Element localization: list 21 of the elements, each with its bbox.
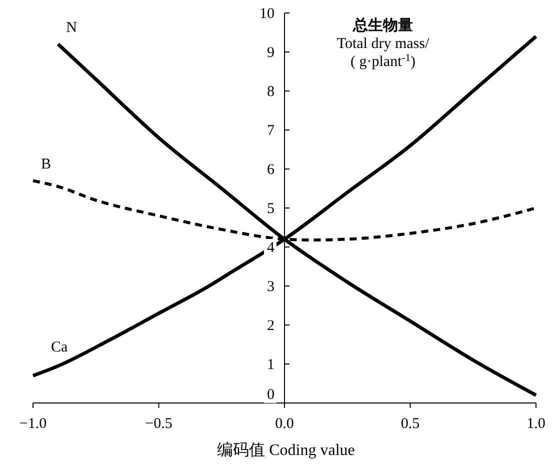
- y-tick-label: 2: [267, 318, 274, 334]
- y-tick-label: 10: [260, 6, 274, 22]
- y-tick-label: 6: [267, 162, 275, 178]
- x-tick-label: 1.0: [526, 416, 546, 432]
- series-label: Ca: [51, 340, 68, 356]
- y-tick-label: 3: [267, 279, 274, 295]
- y-tick-label: 5: [267, 201, 274, 217]
- y-tick-label: 4: [267, 240, 275, 256]
- x-tick-label: −0.5: [145, 416, 172, 432]
- series-label: B: [41, 156, 52, 173]
- x-tick-label: 0.5: [400, 416, 420, 432]
- y-tick-label: 8: [267, 84, 274, 100]
- x-axis-title: 编码值 Coding value: [217, 441, 355, 459]
- y-tick-label: 9: [267, 45, 274, 61]
- x-tick-label: 0.0: [275, 416, 294, 432]
- y-axis-title: 总生物量 Total dry mass/ ( g·plant$^{-1}$): [336, 17, 430, 70]
- series-label: N: [66, 20, 78, 36]
- y-tick-label: 1: [267, 357, 274, 373]
- y-tick-label: 7: [267, 123, 275, 139]
- x-tick-label: −1.0: [19, 416, 47, 432]
- y-tick-label: 0: [267, 387, 274, 403]
